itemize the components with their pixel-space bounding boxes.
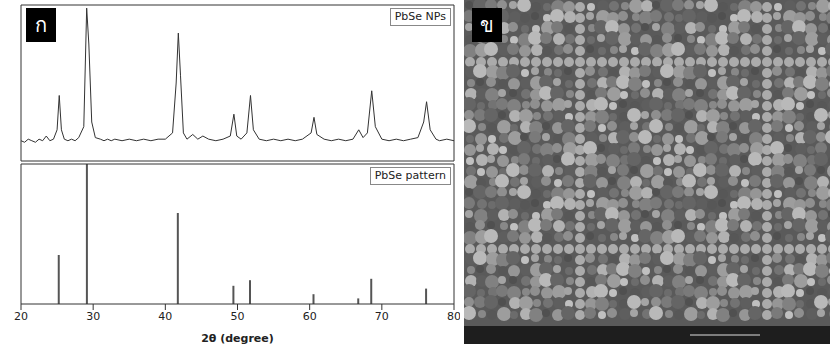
html-text:ก: ก xyxy=(35,13,47,37)
html-text:PbSe pattern: PbSe pattern xyxy=(374,169,446,182)
svg-text:50: 50 xyxy=(231,310,245,323)
html-text:ข: ข xyxy=(480,13,494,37)
svg-text:20: 20 xyxy=(14,310,28,323)
svg-text:40: 40 xyxy=(158,310,172,323)
svg-text:30: 30 xyxy=(86,310,100,323)
svg-text:2θ (degree): 2θ (degree) xyxy=(201,332,274,344)
svg-text:60: 60 xyxy=(303,310,317,323)
svg-text:70: 70 xyxy=(375,310,389,323)
svg-text:80: 80 xyxy=(447,310,460,323)
html-text:PbSe NPs: PbSe NPs xyxy=(394,10,446,23)
